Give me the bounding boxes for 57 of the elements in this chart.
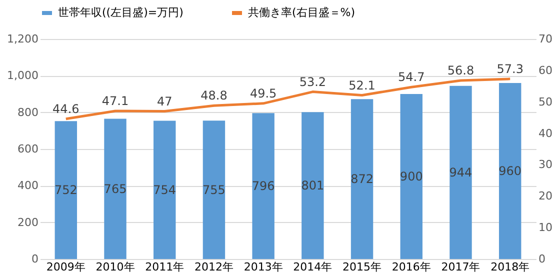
x-tick-label: 2017年: [441, 260, 480, 274]
bar: [252, 113, 274, 259]
data-label: 52.1: [348, 78, 376, 92]
x-tick-label: 2014年: [293, 260, 332, 274]
legend-label: 世帯年収((左目盛)=万円): [58, 6, 184, 19]
y-tick-label: 1,000: [7, 69, 38, 82]
data-label: 900: [400, 170, 423, 184]
data-label: 44.6: [52, 102, 80, 116]
data-label: 47: [156, 94, 172, 108]
data-label: 53.2: [299, 74, 326, 89]
y-tick-label: 200: [18, 216, 38, 229]
data-label: 754: [153, 182, 176, 197]
y2-tick-label: 50: [538, 95, 552, 108]
data-label: 48.8: [200, 88, 228, 103]
x-tick-label: 2010年: [96, 260, 135, 274]
data-label: 752: [54, 183, 78, 198]
bar: [202, 120, 226, 259]
data-label: 801: [301, 178, 324, 193]
y-tick-label: 1,200: [7, 32, 38, 46]
y2-tick-label: 60: [538, 64, 552, 77]
data-label: 960: [498, 164, 522, 178]
bar: [54, 121, 78, 259]
bar: [450, 86, 472, 259]
data-label: 54.7: [398, 70, 425, 84]
y2-tick-label: 40: [538, 126, 552, 140]
data-label: 944: [449, 165, 472, 180]
y-tick-label: 0: [32, 252, 38, 266]
legend-label: 共働き率(右目盛＝%): [248, 6, 356, 19]
x-tick-label: 2018年: [490, 260, 530, 274]
x-tick-label: 2009年: [46, 260, 86, 274]
bar: [350, 99, 374, 259]
y2-tick-label: 30: [538, 158, 552, 172]
x-tick-label: 2015年: [342, 260, 382, 274]
data-label: 872: [350, 172, 374, 186]
y2-tick-label: 70: [538, 32, 552, 46]
y2-tick-label: 10: [538, 221, 552, 234]
bar: [302, 112, 324, 259]
x-tick-label: 2012年: [194, 260, 234, 274]
x-tick-label: 2013年: [244, 260, 283, 274]
data-label: 765: [104, 182, 127, 196]
data-label: 49.5: [250, 86, 277, 100]
data-label: 56.8: [447, 63, 474, 78]
x-tick-label: 2011年: [145, 260, 184, 274]
bar: [104, 118, 126, 259]
data-label: 57.3: [496, 62, 524, 76]
y-tick-label: 600: [18, 142, 38, 156]
y-tick-label: 800: [18, 106, 38, 119]
bar: [400, 94, 422, 259]
bar: [154, 120, 176, 259]
y-tick-label: 400: [18, 179, 38, 192]
x-tick-label: 2016年: [392, 260, 431, 274]
y2-tick-label: 0: [538, 252, 546, 266]
data-label: 796: [252, 179, 275, 194]
data-label: 755: [202, 182, 226, 197]
y2-tick-label: 20: [538, 190, 552, 203]
bar: [498, 83, 522, 259]
data-label: 47.1: [102, 94, 129, 108]
